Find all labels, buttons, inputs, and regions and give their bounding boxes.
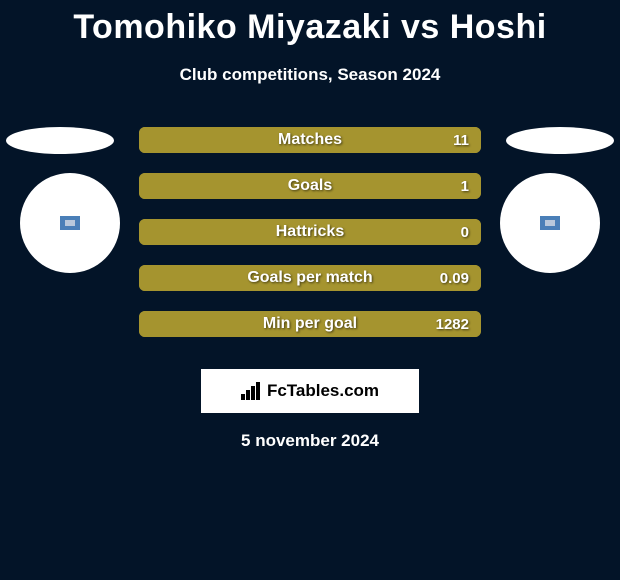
right-team-circle [500, 173, 600, 273]
team-placeholder-icon [540, 216, 560, 230]
brand-box: FcTables.com [201, 369, 419, 413]
subtitle: Club competitions, Season 2024 [0, 65, 620, 85]
stat-bar-fill [139, 173, 481, 199]
brand-text: FcTables.com [267, 381, 379, 401]
team-placeholder-icon [60, 216, 80, 230]
stat-bar: Hattricks 0 [139, 219, 481, 245]
stat-bars: Matches 11 Goals 1 Hattricks 0 Goals per… [139, 127, 481, 337]
left-ellipse-shape [6, 127, 114, 154]
stat-bar: Matches 11 [139, 127, 481, 153]
page-title: Tomohiko Miyazaki vs Hoshi [0, 0, 620, 47]
stat-bar-fill [139, 219, 481, 245]
stat-bar: Min per goal 1282 [139, 311, 481, 337]
stat-bar-fill [139, 127, 481, 153]
right-ellipse-shape [506, 127, 614, 154]
stat-bar-fill [139, 311, 481, 337]
brand-barchart-icon [241, 382, 263, 400]
comparison-infographic: Tomohiko Miyazaki vs Hoshi Club competit… [0, 0, 620, 580]
left-team-circle [20, 173, 120, 273]
stats-area: Matches 11 Goals 1 Hattricks 0 Goals per… [0, 127, 620, 347]
date-line: 5 november 2024 [0, 431, 620, 451]
stat-bar-fill [139, 265, 481, 291]
stat-bar: Goals per match 0.09 [139, 265, 481, 291]
stat-bar: Goals 1 [139, 173, 481, 199]
